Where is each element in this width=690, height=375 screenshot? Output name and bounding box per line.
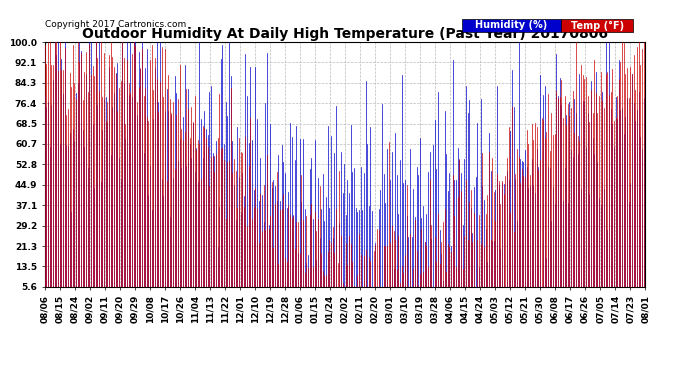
Text: Temp (°F): Temp (°F): [571, 20, 624, 30]
Text: Copyright 2017 Cartronics.com: Copyright 2017 Cartronics.com: [46, 20, 187, 28]
Text: Humidity (%): Humidity (%): [475, 21, 548, 30]
Title: Outdoor Humidity At Daily High Temperature (Past Year) 20170806: Outdoor Humidity At Daily High Temperatu…: [82, 27, 608, 41]
FancyBboxPatch shape: [462, 19, 561, 32]
FancyBboxPatch shape: [561, 19, 633, 32]
